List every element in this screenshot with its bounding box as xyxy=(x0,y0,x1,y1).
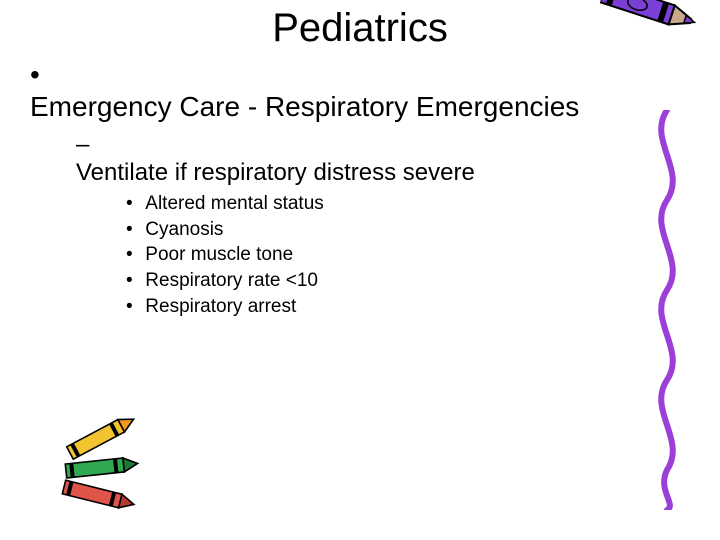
squiggle-path xyxy=(661,110,673,510)
bullet-level3-text: Cyanosis xyxy=(145,217,223,243)
bullet-level3-text: Respiratory arrest xyxy=(145,294,296,320)
bullet-dot-small: • xyxy=(126,191,140,217)
bullet-level1-text: Emergency Care - Respiratory Emergencies xyxy=(30,91,618,123)
bullet-dot-small: • xyxy=(126,217,140,243)
squiggle-icon xyxy=(642,110,692,515)
bullet-dot-small: • xyxy=(126,268,140,294)
crayon-green xyxy=(65,457,138,478)
slide-content: • Emergency Care - Respiratory Emergenci… xyxy=(0,59,720,319)
bullet-dot: • xyxy=(30,59,48,91)
crayon-red xyxy=(62,480,135,511)
bullet-dot-small: • xyxy=(126,294,140,320)
bullet-level3-item: • Poor muscle tone xyxy=(126,242,640,268)
slide: Pediatrics • Emergency Care - Respirator… xyxy=(0,0,720,540)
crayons-bottom-icon xyxy=(40,417,180,522)
bullet-level3-item: • Respiratory rate <10 xyxy=(126,268,640,294)
bullet-level1: • Emergency Care - Respiratory Emergenci… xyxy=(30,59,640,123)
bullet-dash: – xyxy=(76,131,92,159)
bullet-level3-text: Respiratory rate <10 xyxy=(145,268,318,294)
bullet-level3-text: Poor muscle tone xyxy=(145,242,293,268)
bullet-level3-item: • Cyanosis xyxy=(126,217,640,243)
bullet-dot-small: • xyxy=(126,242,140,268)
bullet-level3-item: • Altered mental status xyxy=(126,191,640,217)
crayon-yellow xyxy=(67,417,137,459)
bullet-level2-text: Ventilate if respiratory distress severe xyxy=(76,159,620,187)
bullet-level3-item: • Respiratory arrest xyxy=(126,294,640,320)
bullet-level2: – Ventilate if respiratory distress seve… xyxy=(76,131,640,187)
bullet-level3-text: Altered mental status xyxy=(145,191,323,217)
